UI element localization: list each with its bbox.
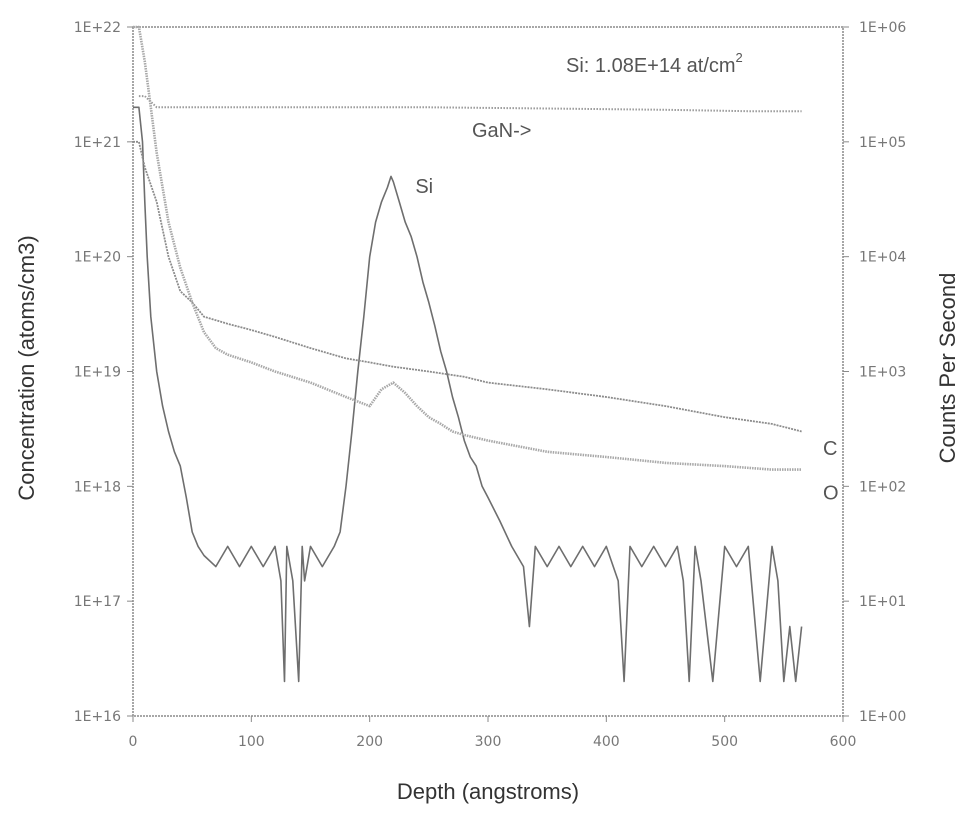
y2-tick-label: 1E+03 <box>859 365 906 381</box>
series-label-si: Si <box>415 176 433 198</box>
x-tick-label: 200 <box>356 734 383 750</box>
y-tick-label: 1E+17 <box>74 594 121 610</box>
y-tick-label: 1E+18 <box>74 479 121 495</box>
series-layer: Si C O <box>133 25 839 683</box>
y2-tick-label: 1E+04 <box>859 250 906 266</box>
x-tick-label: 500 <box>711 734 738 750</box>
x-tick-label: 600 <box>830 734 857 750</box>
series-label-c: C <box>823 438 837 460</box>
y2-axis-title: Counts Per Second <box>935 273 960 464</box>
y-tick-label: 1E+19 <box>74 365 121 381</box>
series-line-c <box>133 140 802 433</box>
x-tick-label: 300 <box>475 734 502 750</box>
gan-annotation: GaN-> <box>472 120 531 142</box>
x-tick-label: 400 <box>593 734 620 750</box>
x-axis-title: Depth (angstroms) <box>397 779 579 804</box>
series-line-si <box>133 106 803 683</box>
y2-tick-label: 1E+05 <box>859 135 906 151</box>
series-line-gan <box>138 95 802 113</box>
series-label-o: O <box>823 483 839 505</box>
dose-annotation: Si: 1.08E+14 at/cm2 <box>566 50 743 77</box>
y2-tick-label: 1E+00 <box>859 709 906 725</box>
y-axis-title: Concentration (atoms/cm3) <box>14 235 39 500</box>
series-line-o <box>133 25 802 471</box>
y-tick-label: 1E+21 <box>74 135 121 151</box>
y-tick-label: 1E+22 <box>74 20 121 36</box>
y2-tick-label: 1E+02 <box>859 479 906 495</box>
y2-tick-label: 1E+06 <box>859 20 906 36</box>
x-tick-label: 0 <box>129 734 138 750</box>
dose-text: Si: 1.08E+14 at/cm <box>566 55 736 77</box>
dose-superscript: 2 <box>736 50 743 65</box>
x-tick-label: 100 <box>238 734 265 750</box>
ticks-layer: 1E+16 1E+17 1E+18 1E+19 1E+20 1E+21 1E+22 1E+00… <box>74 20 907 750</box>
y-tick-label: 1E+20 <box>74 250 121 266</box>
y-tick-label: 1E+16 <box>74 709 121 725</box>
y2-tick-label: 1E+01 <box>859 594 906 610</box>
